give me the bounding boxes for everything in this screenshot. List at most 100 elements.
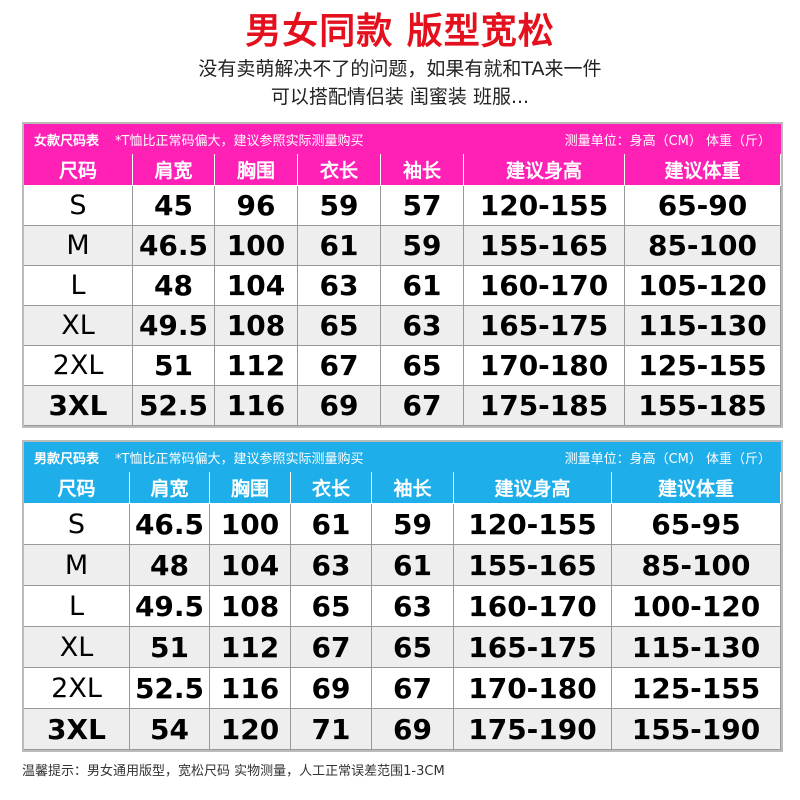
- value-cell: 69: [291, 668, 372, 709]
- header-cell: 胸围: [215, 154, 298, 186]
- value-cell: 104: [215, 266, 298, 306]
- value-cell: 65-90: [625, 186, 781, 226]
- header-cell: 建议身高: [464, 154, 625, 186]
- value-cell: 61: [372, 545, 454, 586]
- value-cell: 65: [298, 306, 381, 346]
- value-cell: 170-180: [464, 346, 625, 386]
- value-cell: 120-155: [454, 504, 612, 545]
- value-cell: 59: [372, 504, 454, 545]
- size-cell: M: [24, 545, 130, 586]
- value-cell: 52.5: [133, 386, 215, 426]
- header-cell: 建议体重: [625, 154, 781, 186]
- value-cell: 46.5: [130, 504, 210, 545]
- size-grid: 尺码 肩宽 胸围 衣长 袖长 建议身高 建议体重 S 45 96 59 57 120-155 65-90 M…: [24, 154, 781, 426]
- value-cell: 100: [215, 226, 298, 266]
- value-cell: 45: [133, 186, 215, 226]
- value-cell: 108: [215, 306, 298, 346]
- value-cell: 61: [291, 504, 372, 545]
- size-cell: S: [24, 504, 130, 545]
- value-cell: 67: [298, 346, 381, 386]
- value-cell: 59: [298, 186, 381, 226]
- value-cell: 155-165: [454, 545, 612, 586]
- value-cell: 85-100: [625, 226, 781, 266]
- value-cell: 105-120: [625, 266, 781, 306]
- value-cell: 175-185: [464, 386, 625, 426]
- table-title-bar: 女款尺码表 *T恤比正常码偏大，建议参照实际测量购买 测量单位：身高（CM） 体重（…: [24, 124, 781, 154]
- value-cell: 160-170: [454, 586, 612, 627]
- value-cell: 116: [210, 668, 291, 709]
- value-cell: 46.5: [133, 226, 215, 266]
- value-cell: 85-100: [612, 545, 781, 586]
- subtitle-line-2: 可以搭配情侣装 闺蜜装 班服...: [270, 86, 530, 108]
- value-cell: 125-155: [612, 668, 781, 709]
- header-cell: 衣长: [291, 472, 372, 504]
- size-cell: XL: [24, 306, 133, 346]
- header-cell: 袖长: [372, 472, 454, 504]
- header-cell: 尺码: [24, 154, 133, 186]
- header-cell: 衣长: [298, 154, 381, 186]
- value-cell: 120: [210, 709, 291, 750]
- value-cell: 63: [298, 266, 381, 306]
- value-cell: 61: [298, 226, 381, 266]
- size-cell: L: [24, 586, 130, 627]
- size-cell: S: [24, 186, 133, 226]
- header-cell: 胸围: [210, 472, 291, 504]
- size-cell: 3XL: [24, 386, 133, 426]
- header-cell: 尺码: [24, 472, 130, 504]
- table-unit: 测量单位：身高（CM） 体重（斤）: [564, 451, 771, 467]
- value-cell: 112: [215, 346, 298, 386]
- table-title-bar: 男款尺码表 *T恤比正常码偏大，建议参照实际测量购买 测量单位：身高（CM） 体重（…: [24, 442, 781, 472]
- value-cell: 67: [291, 627, 372, 668]
- value-cell: 49.5: [130, 586, 210, 627]
- table-name: 男款尺码表: [34, 451, 100, 467]
- value-cell: 160-170: [464, 266, 625, 306]
- value-cell: 165-175: [454, 627, 612, 668]
- value-cell: 65: [291, 586, 372, 627]
- value-cell: 61: [381, 266, 464, 306]
- value-cell: 155-165: [464, 226, 625, 266]
- value-cell: 100-120: [612, 586, 781, 627]
- subtitle-line-1: 没有卖萌解决不了的问题，如果有就和TA来一件: [198, 58, 602, 80]
- value-cell: 51: [133, 346, 215, 386]
- size-cell: XL: [24, 627, 130, 668]
- value-cell: 69: [298, 386, 381, 426]
- value-cell: 65: [381, 346, 464, 386]
- size-cell: L: [24, 266, 133, 306]
- value-cell: 104: [210, 545, 291, 586]
- value-cell: 67: [372, 668, 454, 709]
- value-cell: 120-155: [464, 186, 625, 226]
- page-title: 男女同款 版型宽松: [245, 11, 555, 52]
- value-cell: 155-185: [625, 386, 781, 426]
- value-cell: 59: [381, 226, 464, 266]
- value-cell: 96: [215, 186, 298, 226]
- table-note: *T恤比正常码偏大，建议参照实际测量购买: [115, 133, 364, 149]
- value-cell: 112: [210, 627, 291, 668]
- women-size-table: 女款尺码表 *T恤比正常码偏大，建议参照实际测量购买 测量单位：身高（CM） 体重（…: [22, 122, 783, 428]
- value-cell: 65-95: [612, 504, 781, 545]
- table-name: 女款尺码表: [34, 133, 100, 149]
- value-cell: 67: [381, 386, 464, 426]
- value-cell: 48: [130, 545, 210, 586]
- value-cell: 170-180: [454, 668, 612, 709]
- header-cell: 建议体重: [612, 472, 781, 504]
- size-cell: 2XL: [24, 346, 133, 386]
- value-cell: 65: [372, 627, 454, 668]
- value-cell: 69: [372, 709, 454, 750]
- size-cell: 2XL: [24, 668, 130, 709]
- size-cell: M: [24, 226, 133, 266]
- value-cell: 155-190: [612, 709, 781, 750]
- value-cell: 49.5: [133, 306, 215, 346]
- value-cell: 175-190: [454, 709, 612, 750]
- value-cell: 165-175: [464, 306, 625, 346]
- value-cell: 51: [130, 627, 210, 668]
- value-cell: 115-130: [625, 306, 781, 346]
- header-cell: 袖长: [381, 154, 464, 186]
- value-cell: 71: [291, 709, 372, 750]
- value-cell: 116: [215, 386, 298, 426]
- footer-note: 温馨提示：男女通用版型，宽松尺码 实物测量，人工正常误差范围1-3CM: [22, 764, 445, 779]
- value-cell: 54: [130, 709, 210, 750]
- value-cell: 115-130: [612, 627, 781, 668]
- size-grid: 尺码 肩宽 胸围 衣长 袖长 建议身高 建议体重 S 46.5 100 61 59 120-155 65-…: [24, 472, 781, 750]
- value-cell: 52.5: [130, 668, 210, 709]
- value-cell: 57: [381, 186, 464, 226]
